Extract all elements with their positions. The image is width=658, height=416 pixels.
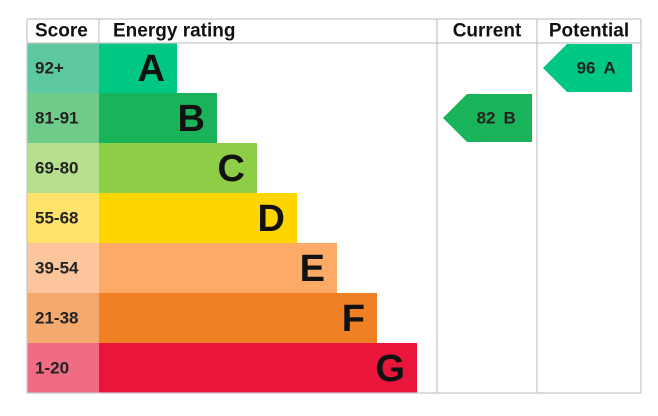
- score-cell: [27, 343, 99, 393]
- score-label: 69-80: [35, 159, 78, 178]
- rating-bar: [99, 93, 217, 143]
- rating-letter: F: [342, 298, 365, 340]
- score-label: 92+: [35, 59, 64, 78]
- score-cell: [27, 243, 99, 293]
- rating-letter: G: [375, 348, 405, 390]
- column-header: Score: [35, 21, 88, 42]
- score-cell: [27, 143, 99, 193]
- potential-arrow: [543, 44, 632, 92]
- potential-value: 96: [577, 59, 596, 78]
- score-label: 55-68: [35, 209, 78, 228]
- score-cell: [27, 293, 99, 343]
- current-value: 82: [477, 109, 496, 128]
- score-cell: [27, 93, 99, 143]
- column-header: Current: [453, 21, 522, 42]
- rating-bar: [99, 193, 297, 243]
- rating-letter: E: [300, 248, 325, 290]
- rating-letter: C: [218, 148, 245, 190]
- current-arrow: [443, 94, 532, 142]
- rating-bar: [99, 43, 177, 93]
- score-label: 39-54: [35, 259, 79, 278]
- rating-letter: D: [258, 198, 285, 240]
- rating-bar: [99, 343, 417, 393]
- rating-bar: [99, 143, 257, 193]
- rating-bar: [99, 243, 337, 293]
- score-label: 81-91: [35, 109, 78, 128]
- score-cell: [27, 193, 99, 243]
- score-label: 1-20: [35, 359, 69, 378]
- score-cell: [27, 43, 99, 93]
- column-header: Potential: [549, 21, 629, 42]
- column-header: Energy rating: [113, 21, 235, 42]
- score-label: 21-38: [35, 309, 78, 328]
- rating-letter: A: [138, 48, 165, 90]
- rating-letter: B: [178, 98, 205, 140]
- potential-letter: A: [604, 59, 616, 78]
- rating-bar: [99, 293, 377, 343]
- current-letter: B: [504, 109, 516, 128]
